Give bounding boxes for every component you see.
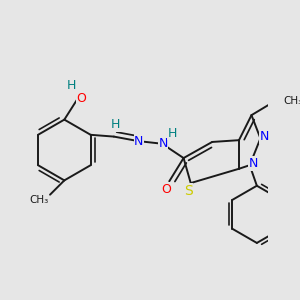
Text: O: O xyxy=(161,183,171,196)
Text: H: H xyxy=(111,118,120,131)
Text: CH₃: CH₃ xyxy=(284,96,300,106)
Text: H: H xyxy=(67,79,76,92)
Text: N: N xyxy=(249,157,258,170)
Text: H: H xyxy=(167,127,177,140)
Text: N: N xyxy=(134,135,144,148)
Text: O: O xyxy=(76,92,86,105)
Text: CH₃: CH₃ xyxy=(30,195,49,205)
Text: N: N xyxy=(259,130,269,143)
Text: N: N xyxy=(158,137,168,150)
Text: S: S xyxy=(184,184,192,198)
